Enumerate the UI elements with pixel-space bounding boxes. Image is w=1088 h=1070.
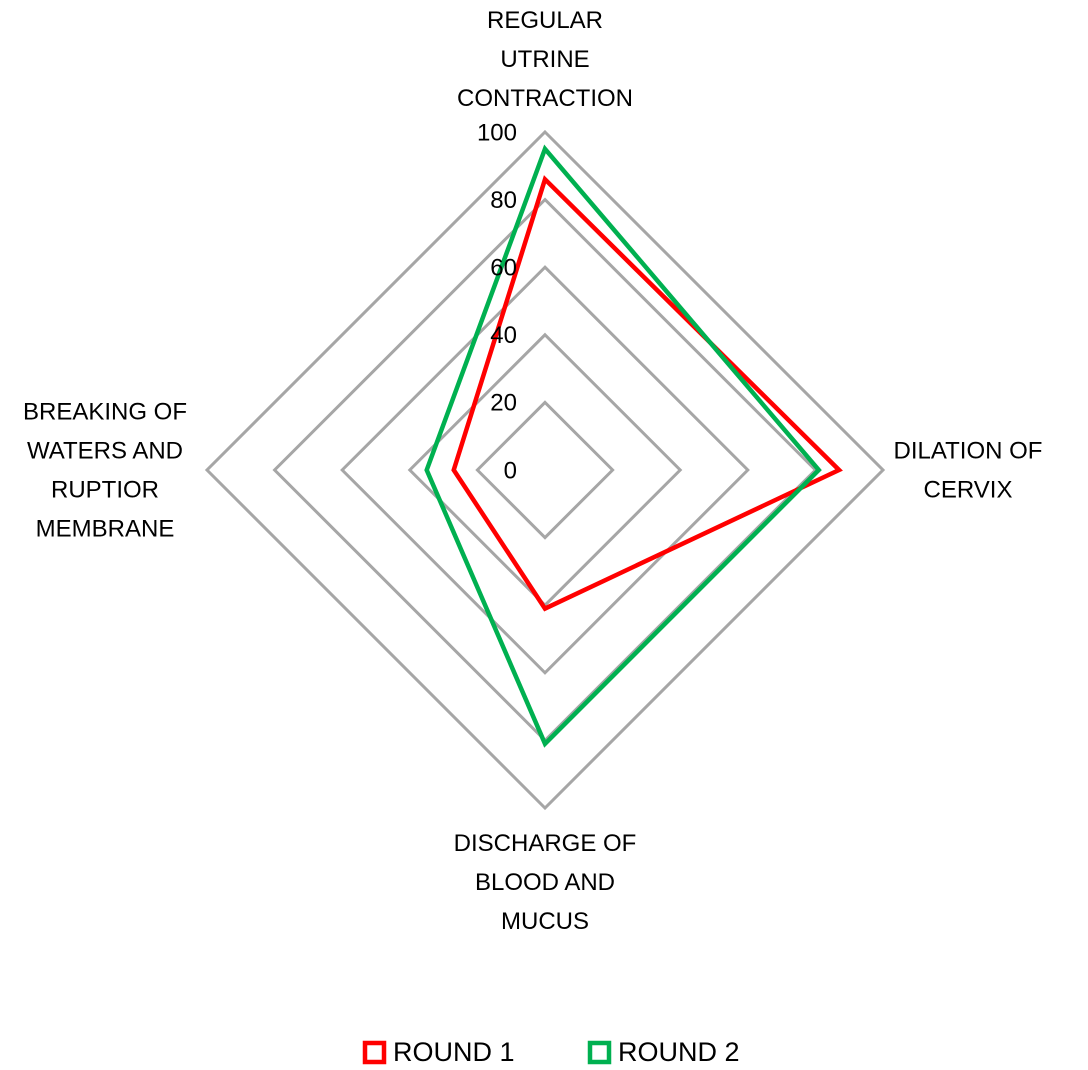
y-tick-label: 40 [490,322,517,349]
series [424,144,843,748]
series-line [451,175,843,612]
grid-line [340,265,750,675]
y-tick-label: 0 [504,457,517,484]
legend-label: ROUND 1 [393,1037,515,1067]
category-label: DILATION OF CERVIX [894,438,1043,504]
y-tick-label: 100 [477,119,517,146]
labels: 0 20 40 60 80 100 REGULAR UTRINE CONTRACTION DILA… [23,7,1042,935]
y-tick-label: 80 [490,187,517,214]
category-label: DISCHARGE OF BLOOD AND MUCUS [454,830,637,935]
legend-swatch [587,1040,612,1065]
legend: ROUND 1 ROUND 2 [362,1037,740,1067]
grid-line [204,129,886,811]
grid [204,129,886,811]
category-label: BREAKING OF WATERS AND RUPTIOR MEMBRANE [23,399,187,543]
y-tick-label: 20 [490,390,517,417]
category-label: REGULAR UTRINE CONTRACTION [457,7,633,112]
y-tick-label: 60 [490,255,517,282]
legend-swatch [362,1040,387,1065]
series-line [424,144,822,748]
grid-line [475,400,615,540]
grid-line [272,197,818,743]
legend-label: ROUND 2 [618,1037,740,1067]
